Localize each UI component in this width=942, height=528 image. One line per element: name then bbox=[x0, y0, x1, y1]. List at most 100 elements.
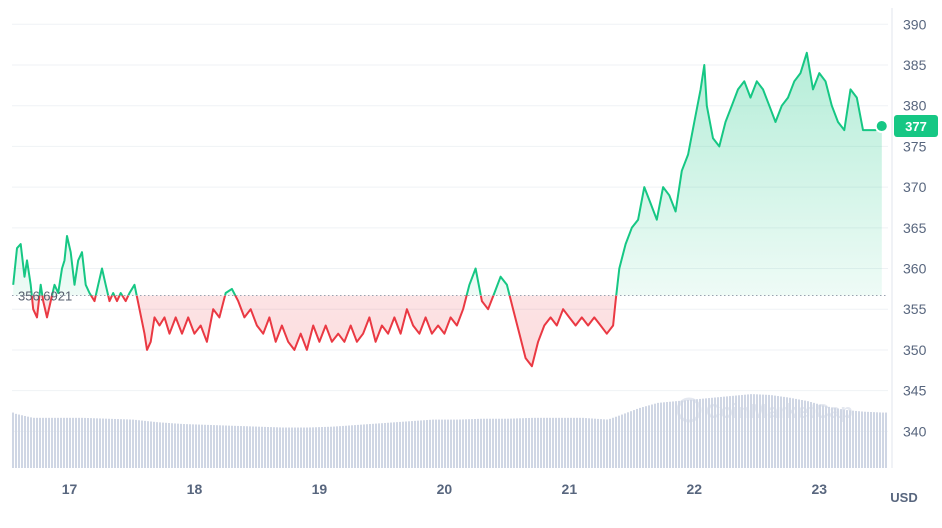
volume-bar bbox=[657, 402, 659, 468]
volume-bar bbox=[306, 427, 308, 468]
volume-bar bbox=[93, 418, 95, 468]
volume-bar bbox=[81, 417, 83, 468]
volume-bar bbox=[705, 398, 707, 468]
volume-bar bbox=[774, 395, 776, 468]
volume-bar bbox=[450, 419, 452, 468]
volume-bar bbox=[207, 424, 209, 468]
volume-bar bbox=[432, 419, 434, 468]
volume-bar bbox=[285, 427, 287, 468]
volume-bar bbox=[387, 422, 389, 468]
grid-lines bbox=[12, 23, 888, 432]
volume-bar bbox=[684, 400, 686, 468]
price-area bbox=[13, 52, 882, 367]
volume-bar bbox=[567, 417, 569, 468]
volume-bar bbox=[843, 409, 845, 468]
volume-bar bbox=[108, 418, 110, 468]
volume-bar bbox=[504, 418, 506, 468]
series-line-down bbox=[30, 295, 618, 368]
baseline-label: 356.6921 bbox=[18, 288, 72, 303]
volume-bar bbox=[396, 422, 398, 468]
volume-bar bbox=[654, 403, 656, 468]
volume-bar bbox=[651, 404, 653, 468]
volume-bar bbox=[132, 419, 134, 468]
volume-bar bbox=[390, 422, 392, 468]
y-tick-label: 390 bbox=[903, 16, 927, 32]
volume-bar bbox=[438, 419, 440, 468]
volume-bar bbox=[828, 406, 830, 468]
volume-bar bbox=[468, 419, 470, 468]
volume-bar bbox=[276, 427, 278, 468]
volume-bar bbox=[696, 399, 698, 468]
volume-bar bbox=[837, 408, 839, 468]
volume-bar bbox=[606, 419, 608, 468]
volume-bar bbox=[99, 418, 101, 468]
volume-bar bbox=[423, 420, 425, 468]
y-tick-label: 355 bbox=[903, 301, 927, 317]
volume-bar bbox=[279, 427, 281, 468]
volume-bar bbox=[870, 412, 872, 468]
volume-bar bbox=[882, 412, 884, 468]
volume-bar bbox=[312, 427, 314, 468]
volume-bar bbox=[723, 396, 725, 468]
volume-bar bbox=[27, 416, 29, 468]
volume-bar bbox=[609, 418, 611, 468]
volume-bar bbox=[447, 419, 449, 468]
volume-bar bbox=[855, 410, 857, 468]
volume-bar bbox=[435, 419, 437, 468]
volume-bar bbox=[96, 418, 98, 468]
volume-bar bbox=[537, 417, 539, 468]
volume-bar bbox=[42, 417, 44, 468]
volume-bar bbox=[333, 426, 335, 468]
volume-bar bbox=[771, 395, 773, 468]
volume-bar bbox=[678, 400, 680, 468]
volume-bar bbox=[21, 415, 23, 468]
volume-bar bbox=[672, 401, 674, 468]
watermark-text: CoinMarketCap bbox=[706, 401, 853, 423]
volume-bar bbox=[12, 412, 14, 468]
volume-bar bbox=[180, 423, 182, 468]
volume-bar bbox=[153, 421, 155, 468]
volume-bar bbox=[525, 418, 527, 468]
volume-bar bbox=[300, 427, 302, 468]
volume-bar bbox=[204, 424, 206, 468]
volume-bar bbox=[303, 427, 305, 468]
volume-bar bbox=[522, 418, 524, 468]
volume-bar bbox=[174, 423, 176, 468]
volume-bar bbox=[324, 426, 326, 468]
volume-bar bbox=[495, 418, 497, 468]
volume-bar bbox=[48, 417, 50, 468]
volume-bar bbox=[75, 417, 77, 468]
volume-bar bbox=[576, 417, 578, 468]
volume-bar bbox=[465, 419, 467, 468]
volume-bar bbox=[516, 418, 518, 468]
x-tick-label: 19 bbox=[312, 481, 328, 497]
volume-bar bbox=[234, 425, 236, 468]
volume-bar bbox=[624, 413, 626, 468]
volume-bar bbox=[270, 427, 272, 468]
volume-bar bbox=[18, 414, 20, 468]
volume-bar bbox=[45, 417, 47, 468]
volume-bar bbox=[474, 418, 476, 468]
volume-bar bbox=[225, 425, 227, 468]
y-tick-label: 360 bbox=[903, 261, 927, 277]
volume-bar bbox=[339, 426, 341, 468]
volume-bar bbox=[192, 424, 194, 468]
volume-bar bbox=[51, 417, 53, 468]
volume-bar bbox=[630, 411, 632, 468]
volume-bar bbox=[246, 426, 248, 468]
volume-bar bbox=[498, 418, 500, 468]
volume-bar bbox=[795, 398, 797, 468]
volume-bar bbox=[84, 417, 86, 468]
volume-bar bbox=[732, 395, 734, 468]
volume-bar bbox=[150, 421, 152, 468]
volume-bar bbox=[594, 418, 596, 468]
volume-bar bbox=[669, 401, 671, 468]
volume-bar bbox=[846, 410, 848, 468]
volume-bar bbox=[867, 411, 869, 468]
volume-bar bbox=[579, 417, 581, 468]
volume-bar bbox=[741, 394, 743, 468]
volume-bar bbox=[879, 412, 881, 468]
volume-bar bbox=[618, 415, 620, 468]
volume-bar bbox=[570, 417, 572, 468]
